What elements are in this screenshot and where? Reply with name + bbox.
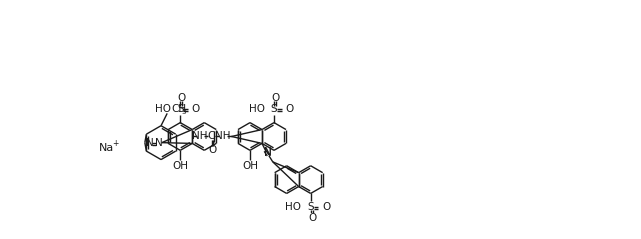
Text: O: O (192, 104, 200, 114)
Text: N: N (146, 138, 153, 148)
Text: O: O (322, 202, 331, 212)
Text: NH: NH (215, 131, 230, 141)
Text: O: O (178, 93, 186, 103)
Text: 3: 3 (181, 109, 185, 115)
Text: O: O (271, 93, 279, 103)
Text: N: N (263, 148, 271, 158)
Text: O: O (208, 145, 217, 155)
Text: O: O (285, 104, 294, 114)
Text: S: S (307, 202, 314, 212)
Text: S: S (271, 104, 278, 114)
Text: Na: Na (99, 143, 114, 153)
Text: S: S (177, 104, 183, 114)
Text: OH: OH (242, 161, 258, 171)
Text: HO: HO (249, 104, 265, 114)
Text: O: O (308, 213, 316, 223)
Text: C: C (208, 131, 215, 141)
Text: NH: NH (192, 131, 208, 141)
Text: +: + (112, 139, 118, 148)
Text: CH: CH (172, 104, 187, 114)
Text: OH: OH (172, 161, 188, 171)
Text: HO: HO (155, 104, 171, 114)
Text: N: N (155, 138, 163, 148)
Text: N: N (263, 147, 271, 157)
Text: HO: HO (285, 202, 301, 212)
